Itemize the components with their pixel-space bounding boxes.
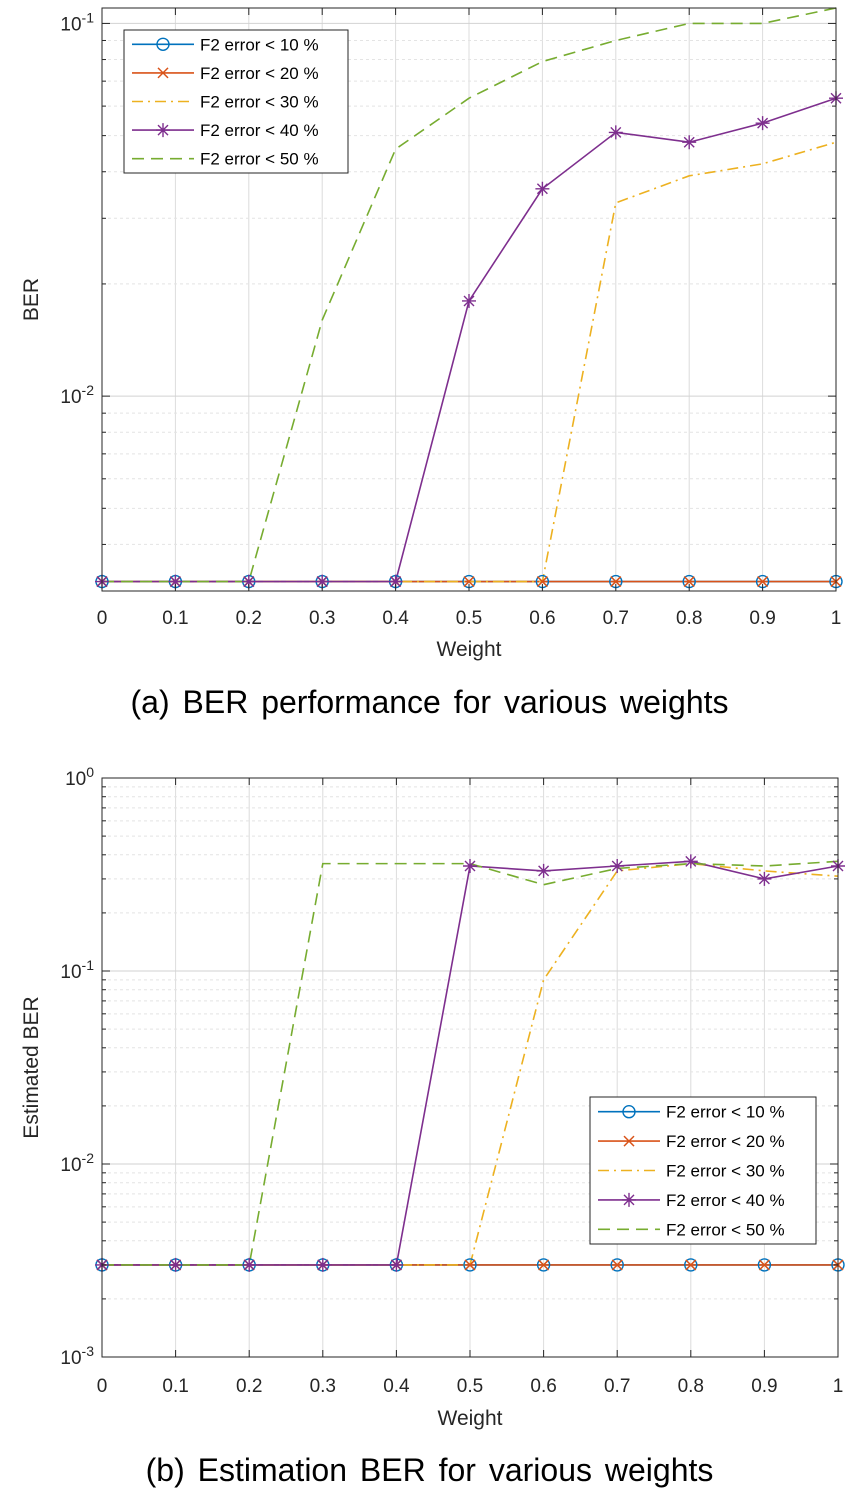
legend-marker xyxy=(156,37,170,51)
data-point xyxy=(610,576,622,588)
x-tick-label: 1 xyxy=(831,608,842,629)
data-point xyxy=(757,871,772,886)
data-point xyxy=(168,1257,183,1272)
data-point xyxy=(315,1257,330,1272)
data-point xyxy=(464,1259,476,1271)
x-tick-label: 0.9 xyxy=(751,1376,777,1397)
y-axis-label: BER xyxy=(20,278,43,321)
legend-marker xyxy=(157,67,169,79)
data-point xyxy=(683,854,698,869)
legend-marker xyxy=(622,1192,636,1207)
legend-entry-1: F2 error < 10 % xyxy=(666,1103,785,1122)
series-group xyxy=(95,854,845,1272)
series-line-5 xyxy=(102,860,839,1266)
data-point xyxy=(685,1259,697,1271)
legend-marker xyxy=(622,1105,636,1119)
data-point xyxy=(536,863,551,878)
x-axis-label: Weight xyxy=(438,1407,503,1430)
data-point xyxy=(682,135,697,150)
x-tick-label: 0.4 xyxy=(382,608,409,629)
legend-entry-2: F2 error < 20 % xyxy=(200,64,319,83)
legend-marker xyxy=(623,1135,635,1147)
x-tick-label: 1 xyxy=(833,1376,844,1397)
legend-entry-5: F2 error < 50 % xyxy=(200,150,319,169)
data-point xyxy=(242,1257,257,1272)
caption-a: (a) BER performance for various weights xyxy=(130,684,729,720)
data-point xyxy=(536,576,548,588)
data-point xyxy=(462,293,476,308)
y-tick-label: 100 xyxy=(65,764,94,790)
legend: F2 error < 10 % F2 error < 20 % F2 error <… xyxy=(589,1096,817,1245)
series-line-5 xyxy=(102,7,837,583)
data-point xyxy=(168,574,183,589)
data-point xyxy=(611,1259,623,1271)
y-tick-label: 10-2 xyxy=(60,382,94,408)
series-group xyxy=(95,7,843,589)
data-point xyxy=(535,181,550,196)
x-tick-label: 0 xyxy=(97,1376,108,1397)
legend-entry-4: F2 error < 40 % xyxy=(666,1191,785,1210)
legend-entry-5: F2 error < 50 % xyxy=(666,1220,785,1239)
x-tick-label: 0.4 xyxy=(383,1376,410,1397)
x-tick-label: 0.8 xyxy=(676,608,702,629)
grid xyxy=(102,777,838,1358)
data-point xyxy=(683,576,695,588)
data-point xyxy=(241,574,256,589)
legend-marker xyxy=(156,123,170,138)
data-point xyxy=(684,1258,698,1272)
x-tick-label: 0.6 xyxy=(529,608,555,629)
x-tick-label: 0.7 xyxy=(603,608,629,629)
x-tick-label: 0 xyxy=(97,608,108,629)
x-tick-label: 0.2 xyxy=(236,608,262,629)
legend: F2 error < 10 % F2 error < 20 % F2 error <… xyxy=(123,29,349,174)
x-axis-label: Weight xyxy=(437,638,502,661)
data-point xyxy=(463,576,475,588)
x-tick-label: 0.5 xyxy=(456,608,482,629)
y-axis-label: Estimated BER xyxy=(20,996,43,1138)
x-tick-label: 0.1 xyxy=(162,608,188,629)
chart-b: 0 0.1 0.2 0.3 0.4 0.5 0.6 0.7 0.8 0.9 1 10-3 10-2 10-… xyxy=(20,764,845,1430)
chart-a: 0 0.1 0.2 0.3 0.4 0.5 0.6 0.7 0.8 0.9 1 10-2 10-1 Wei… xyxy=(20,7,843,661)
legend-entry-2: F2 error < 20 % xyxy=(666,1132,785,1151)
data-point xyxy=(755,116,770,131)
data-point xyxy=(389,1257,404,1272)
y-tick-label: 10-2 xyxy=(60,1150,94,1176)
x-tick-label: 0.1 xyxy=(162,1376,188,1397)
data-point xyxy=(536,1258,551,1272)
data-point xyxy=(610,858,625,873)
caption-b: (b) Estimation BER for various weights xyxy=(145,1452,714,1488)
x-tick-label: 0.5 xyxy=(457,1376,483,1397)
y-tick-label: 10-1 xyxy=(60,957,94,983)
data-point xyxy=(757,576,769,588)
data-point xyxy=(315,574,330,589)
x-tick-label: 0.8 xyxy=(678,1376,704,1397)
y-tick-label: 10-1 xyxy=(60,9,94,35)
data-point xyxy=(610,1258,624,1272)
data-point xyxy=(463,858,477,873)
data-point xyxy=(757,1258,772,1272)
legend-entry-3: F2 error < 30 % xyxy=(200,93,319,112)
data-point xyxy=(608,125,623,140)
x-tick-label: 0.3 xyxy=(310,1376,336,1397)
data-point xyxy=(388,574,403,589)
legend-entry-3: F2 error < 30 % xyxy=(666,1162,785,1181)
x-tick-label: 0.3 xyxy=(309,608,335,629)
legend-entry-4: F2 error < 40 % xyxy=(200,121,319,140)
x-tick-label: 0.9 xyxy=(749,608,775,629)
y-tick-label: 10-3 xyxy=(60,1343,94,1369)
x-tick-label: 0.6 xyxy=(530,1376,556,1397)
x-tick-label: 0.2 xyxy=(236,1376,262,1397)
data-point xyxy=(538,1259,550,1271)
x-tick-label: 0.7 xyxy=(604,1376,630,1397)
data-point xyxy=(758,1259,770,1271)
data-point xyxy=(463,1258,477,1272)
legend-entry-1: F2 error < 10 % xyxy=(200,35,319,54)
